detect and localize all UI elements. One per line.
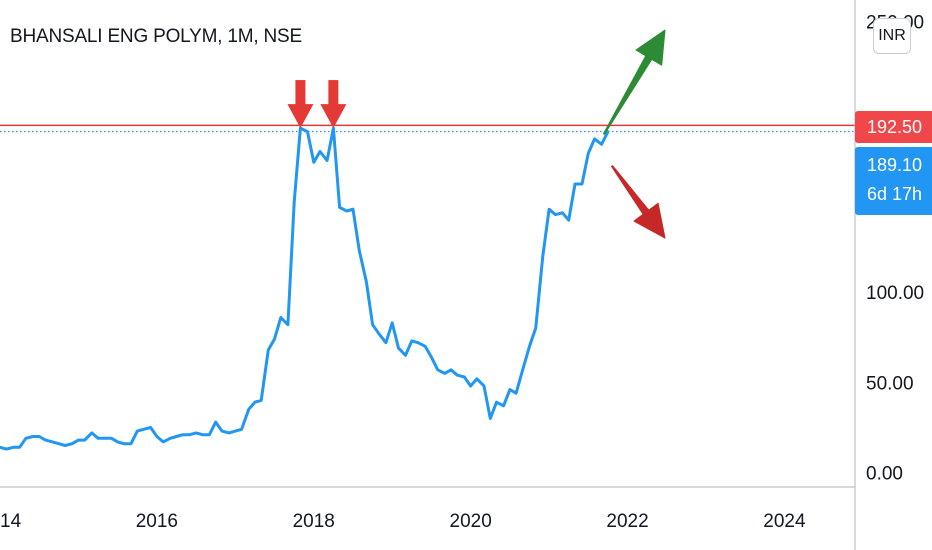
x-tick-label: 14 bbox=[0, 511, 22, 532]
peak-marker-1 bbox=[287, 80, 314, 129]
projection-arrow-up bbox=[603, 29, 666, 135]
y-tick-label: 100.00 bbox=[866, 283, 924, 304]
x-tick-label: 2022 bbox=[606, 511, 648, 532]
x-tick-label: 2020 bbox=[450, 511, 492, 532]
x-tick-label: 2018 bbox=[293, 511, 335, 532]
y-tick-label: 50.00 bbox=[866, 373, 914, 394]
resistance-price-label: 192.50 bbox=[855, 111, 932, 143]
annotations bbox=[287, 29, 666, 239]
last-price-label: 189.10 6d 17h bbox=[855, 147, 932, 215]
y-tick-label: 0.00 bbox=[866, 464, 903, 485]
peak-marker-2 bbox=[320, 80, 347, 129]
projection-arrow-down bbox=[611, 165, 666, 239]
price-series-line bbox=[0, 126, 610, 451]
x-tick-label: 2016 bbox=[136, 511, 178, 532]
x-tick-label: 2024 bbox=[763, 511, 806, 532]
plot-area bbox=[0, 124, 855, 451]
last-price-value: 189.10 bbox=[867, 155, 923, 175]
bar-countdown: 6d 17h bbox=[867, 184, 923, 204]
symbol-title: BHANSALI ENG POLYM, 1M, NSE bbox=[10, 26, 302, 47]
currency-button[interactable]: INR bbox=[873, 18, 911, 54]
